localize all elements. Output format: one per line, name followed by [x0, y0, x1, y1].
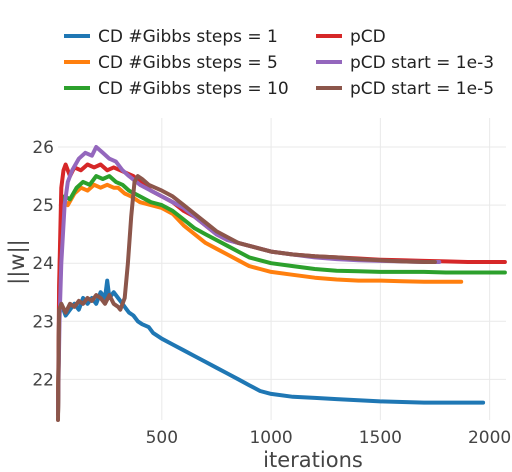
y-tick-label-3: 25: [32, 196, 54, 216]
x-tick-label-3: 2000: [468, 428, 511, 448]
y-axis-ticks: 22 23 24 25 26: [32, 138, 54, 390]
legend-label-1: CD #Gibbs steps = 5: [98, 53, 278, 73]
legend-label-0: CD #Gibbs steps = 1: [98, 27, 278, 47]
x-tick-label-2: 1500: [359, 428, 402, 448]
y-tick-label-0: 22: [32, 370, 54, 390]
y-tick-label-4: 26: [32, 138, 54, 158]
y-tick-label-2: 24: [32, 254, 54, 274]
series-line-5: [56, 174, 437, 422]
series-lines: [56, 145, 507, 422]
legend-label-5: pCD start = 1e-5: [350, 79, 494, 99]
legend-label-4: pCD start = 1e-3: [350, 53, 494, 73]
x-tick-label-1: 1000: [249, 428, 292, 448]
x-axis-title: iterations: [263, 448, 363, 472]
x-tick-label-0: 500: [146, 428, 178, 448]
legend-label-3: pCD: [350, 27, 386, 47]
y-tick-label-1: 23: [32, 312, 54, 332]
series-line-1: [56, 182, 464, 417]
x-axis-ticks: 500 1000 1500 2000: [146, 428, 512, 448]
series-line-2: [56, 174, 507, 417]
gridlines: [58, 118, 506, 420]
legend-label-2: CD #Gibbs steps = 10: [98, 79, 289, 99]
y-axis-title: ||w||: [5, 239, 30, 284]
legend: CD #Gibbs steps = 1 CD #Gibbs steps = 5 CD…: [64, 27, 494, 99]
